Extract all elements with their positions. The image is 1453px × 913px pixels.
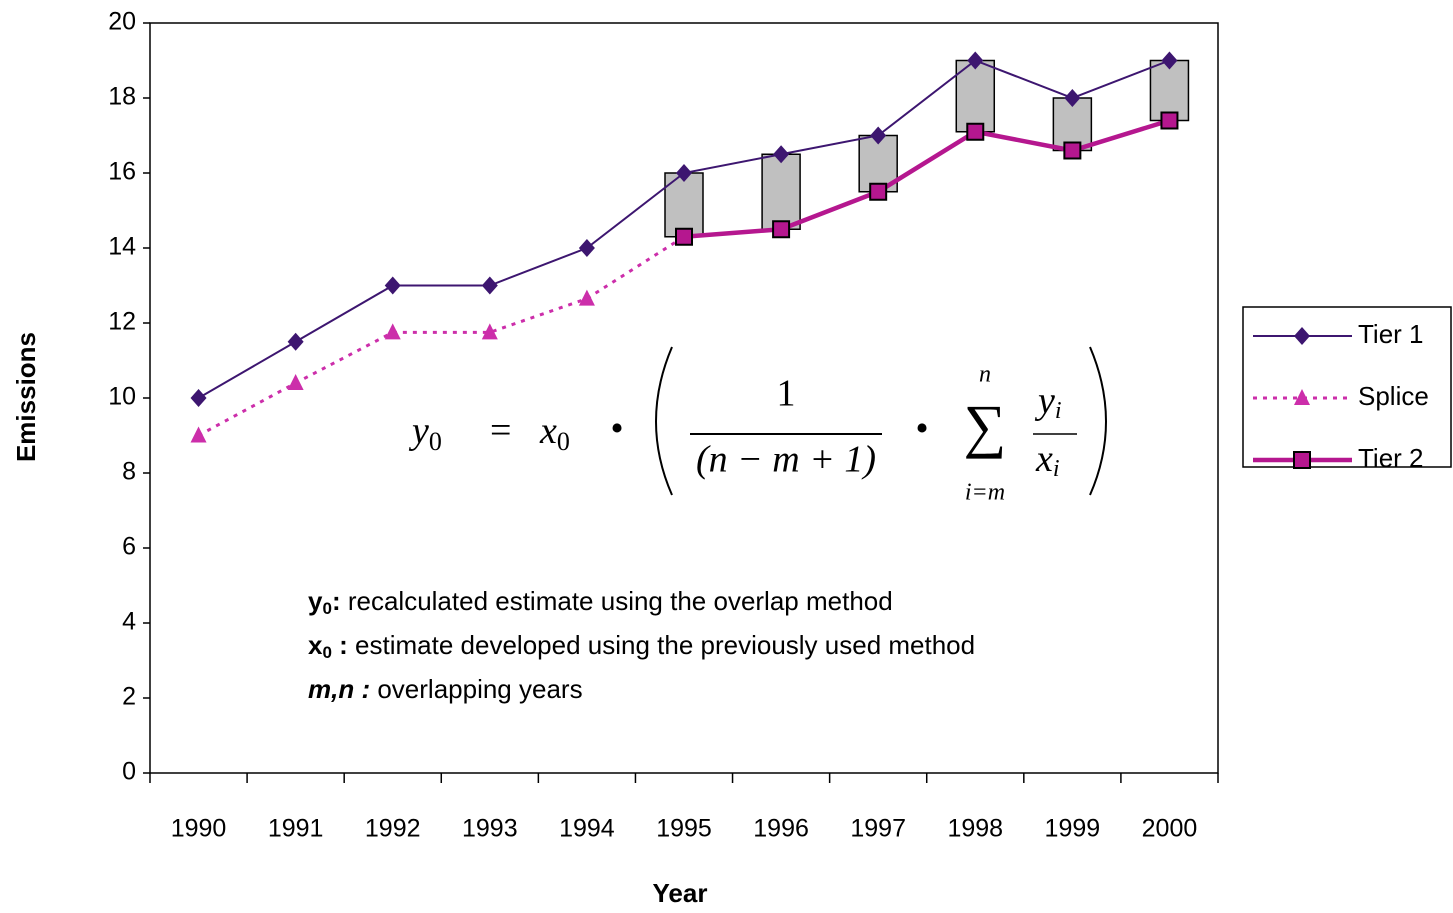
y-tick-label: 8 xyxy=(122,458,136,486)
formula-text: y xyxy=(408,410,429,452)
formula-text: (n − m + 1) xyxy=(696,439,876,481)
note-symbol: y xyxy=(308,586,323,616)
series-line xyxy=(683,118,1171,239)
x-tick-label: 1998 xyxy=(947,815,1003,843)
legend-label: Tier 1 xyxy=(1358,319,1424,349)
formula-text: x xyxy=(539,410,557,452)
y-tick-label: 2 xyxy=(122,683,136,711)
formula-text: 1 xyxy=(777,373,796,415)
y-tick-label: 6 xyxy=(122,533,136,561)
note-colon: : xyxy=(332,586,341,616)
marker xyxy=(190,389,207,407)
marker xyxy=(1064,89,1081,107)
marker xyxy=(384,323,401,340)
x-tick-label: 1997 xyxy=(850,815,906,843)
formula-text: yi xyxy=(1034,380,1062,424)
marker xyxy=(481,323,498,340)
y-tick-label: 0 xyxy=(122,758,136,786)
formula-text: • xyxy=(915,408,928,450)
x-tick-label: 1994 xyxy=(559,815,615,843)
formula-text: x0 xyxy=(539,410,570,456)
marker xyxy=(287,332,304,351)
formula-text: x xyxy=(1035,438,1053,480)
x-tick-label: 2000 xyxy=(1142,815,1198,843)
note-text: overlapping years xyxy=(370,674,582,704)
legend-label: Tier 2 xyxy=(1358,443,1424,473)
note-symbol: x xyxy=(308,630,323,660)
y-tick-label: 14 xyxy=(108,233,136,261)
x-tick-label: 1996 xyxy=(753,815,809,843)
note: y0: recalculated estimate using the over… xyxy=(308,586,893,619)
x-tick-label: 1991 xyxy=(268,815,324,843)
y-tick-label: 20 xyxy=(108,8,136,36)
marker xyxy=(675,227,693,246)
marker xyxy=(772,220,791,239)
legend-box xyxy=(1242,306,1452,468)
y-axis-title: Emissions xyxy=(11,332,41,462)
formula-text: y0 xyxy=(408,410,442,456)
y-tick-label: 12 xyxy=(108,308,136,336)
formula-text: i xyxy=(1053,456,1060,482)
marker xyxy=(384,276,401,295)
x-axis-title: Year xyxy=(653,878,708,908)
formula-text: xi xyxy=(1035,438,1060,482)
marker xyxy=(481,276,498,295)
x-tick-label: 1990 xyxy=(171,815,227,843)
formula-text: y xyxy=(1034,380,1055,422)
marker xyxy=(578,239,595,257)
marker xyxy=(1160,111,1179,130)
x-tick-label: 1995 xyxy=(656,815,712,843)
marker xyxy=(287,374,304,390)
x-tick-label: 1992 xyxy=(365,815,421,843)
formula-text: ∑ xyxy=(964,393,1007,459)
range-box xyxy=(761,153,801,230)
note: x0 : estimate developed using the previo… xyxy=(308,630,975,663)
x-tick-label: 1999 xyxy=(1045,815,1101,843)
formula-text: 0 xyxy=(429,427,442,456)
y-tick-label: 16 xyxy=(108,158,136,186)
note: m,n : overlapping years xyxy=(308,674,583,704)
legend-marker xyxy=(1294,327,1310,345)
note-colon: : xyxy=(332,630,348,660)
formula-text: • xyxy=(610,408,623,450)
note-text: estimate developed using the previously … xyxy=(348,630,975,660)
marker xyxy=(967,51,984,70)
marker xyxy=(676,164,692,182)
formula-text: i xyxy=(1055,398,1062,424)
formula-text: = xyxy=(490,410,511,452)
note-text: recalculated estimate using the overlap … xyxy=(341,586,893,616)
paren-left xyxy=(655,346,673,496)
legend-marker xyxy=(1293,451,1311,469)
marker xyxy=(1161,51,1178,70)
y-tick-label: 18 xyxy=(108,83,136,111)
note-subscript: 0 xyxy=(322,643,331,662)
range-box xyxy=(1149,59,1190,122)
marker xyxy=(190,426,207,443)
note-subscript: 0 xyxy=(322,599,331,618)
y-tick-label: 4 xyxy=(122,608,136,636)
formula-text: i=m xyxy=(965,480,1005,506)
marker xyxy=(869,182,888,201)
formula: y0 = x0 • 1 (n − m + 1) • ∑ n i=m yi xi xyxy=(408,362,1062,506)
legend-marker xyxy=(1294,389,1310,405)
note-symbol: m,n : xyxy=(308,674,370,704)
legend-label: Splice xyxy=(1358,381,1429,411)
paren-right xyxy=(1089,346,1107,496)
marker xyxy=(870,126,887,145)
formula-text: n xyxy=(979,362,991,388)
formula-text: 0 xyxy=(557,427,570,456)
series-line xyxy=(197,235,685,437)
marker xyxy=(578,289,595,306)
x-tick-label: 1993 xyxy=(462,815,518,843)
marker xyxy=(966,122,985,141)
y-tick-label: 10 xyxy=(108,383,136,411)
marker xyxy=(773,145,790,164)
marker xyxy=(1063,141,1082,160)
